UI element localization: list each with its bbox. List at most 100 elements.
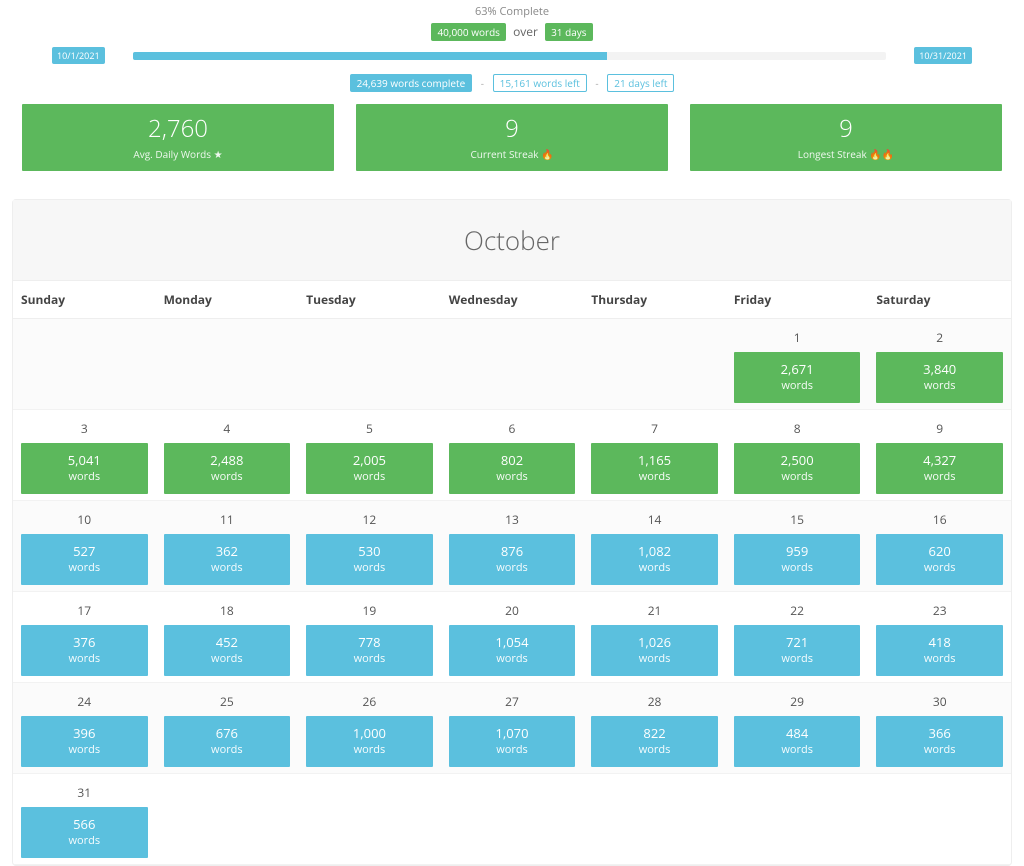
day-wordcount-box[interactable]: 2,671words bbox=[734, 352, 861, 403]
day-wordcount-box[interactable]: 2,500words bbox=[734, 443, 861, 494]
calendar-day-cell[interactable]: 71,165words bbox=[583, 410, 726, 500]
day-number: 14 bbox=[587, 507, 722, 534]
day-wordcount-label: words bbox=[168, 560, 287, 575]
day-wordcount-label: words bbox=[595, 469, 714, 484]
calendar-day-cell[interactable]: 18452words bbox=[156, 592, 299, 682]
calendar-day-cell[interactable] bbox=[156, 319, 299, 409]
calendar-day-cell[interactable] bbox=[13, 319, 156, 409]
day-wordcount-box[interactable]: 721words bbox=[734, 625, 861, 676]
day-wordcount-box[interactable]: 418words bbox=[876, 625, 1003, 676]
calendar-day-cell[interactable]: 12530words bbox=[298, 501, 441, 591]
calendar-day-cell[interactable] bbox=[298, 319, 441, 409]
day-wordcount-box[interactable]: 527words bbox=[21, 534, 148, 585]
calendar-day-cell[interactable] bbox=[298, 774, 441, 864]
day-wordcount-box[interactable]: 1,082words bbox=[591, 534, 718, 585]
day-number: 18 bbox=[160, 598, 295, 625]
day-wordcount-box[interactable]: 676words bbox=[164, 716, 291, 767]
day-wordcount-label: words bbox=[168, 651, 287, 666]
stat-avg-daily-words[interactable]: 2,760 Avg. Daily Words ★ bbox=[22, 104, 334, 171]
calendar-day-cell[interactable]: 82,500words bbox=[726, 410, 869, 500]
day-number: 24 bbox=[17, 689, 152, 716]
calendar-day-cell[interactable]: 94,327words bbox=[868, 410, 1011, 500]
over-text: over bbox=[513, 23, 538, 40]
day-wordcount-box[interactable]: 802words bbox=[449, 443, 576, 494]
calendar-day-cell[interactable]: 15959words bbox=[726, 501, 869, 591]
calendar-day-cell[interactable]: 10527words bbox=[13, 501, 156, 591]
weekday-label: Sunday bbox=[13, 281, 156, 318]
calendar-day-cell[interactable] bbox=[441, 319, 584, 409]
day-wordcount-box[interactable]: 362words bbox=[164, 534, 291, 585]
calendar-day-cell[interactable]: 271,070words bbox=[441, 683, 584, 773]
day-number: 30 bbox=[872, 689, 1007, 716]
calendar-day-cell[interactable]: 17376words bbox=[13, 592, 156, 682]
stat-longest-streak[interactable]: 9 Longest Streak 🔥🔥 bbox=[690, 104, 1002, 171]
calendar-day-cell[interactable]: 22721words bbox=[726, 592, 869, 682]
day-wordcount-box[interactable]: 530words bbox=[306, 534, 433, 585]
day-wordcount-box[interactable]: 396words bbox=[21, 716, 148, 767]
calendar-day-cell[interactable] bbox=[583, 774, 726, 864]
day-wordcount-box[interactable]: 1,165words bbox=[591, 443, 718, 494]
day-wordcount-box[interactable]: 2,005words bbox=[306, 443, 433, 494]
day-wordcount-box[interactable]: 876words bbox=[449, 534, 576, 585]
day-wordcount-box[interactable]: 1,054words bbox=[449, 625, 576, 676]
calendar-day-cell[interactable]: 35,041words bbox=[13, 410, 156, 500]
calendar-week-row: 17376words18452words19778words201,054wor… bbox=[13, 592, 1011, 683]
calendar-day-cell[interactable]: 24396words bbox=[13, 683, 156, 773]
calendar-day-cell[interactable]: 11362words bbox=[156, 501, 299, 591]
calendar-day-cell[interactable]: 19778words bbox=[298, 592, 441, 682]
day-wordcount-box[interactable]: 1,026words bbox=[591, 625, 718, 676]
day-wordcount-box[interactable]: 778words bbox=[306, 625, 433, 676]
calendar-day-cell[interactable]: 28822words bbox=[583, 683, 726, 773]
calendar-day-cell[interactable]: 261,000words bbox=[298, 683, 441, 773]
weekday-label: Wednesday bbox=[441, 281, 584, 318]
calendar-day-cell[interactable]: 30366words bbox=[868, 683, 1011, 773]
day-wordcount-box[interactable]: 4,327words bbox=[876, 443, 1003, 494]
day-wordcount-box[interactable]: 1,000words bbox=[306, 716, 433, 767]
day-wordcount-box[interactable]: 822words bbox=[591, 716, 718, 767]
day-wordcount-box[interactable]: 566words bbox=[21, 807, 148, 858]
day-number: 10 bbox=[17, 507, 152, 534]
day-number: 16 bbox=[872, 507, 1007, 534]
calendar-day-cell[interactable]: 25676words bbox=[156, 683, 299, 773]
day-wordcount-box[interactable]: 2,488words bbox=[164, 443, 291, 494]
calendar-day-cell[interactable] bbox=[868, 774, 1011, 864]
day-number: 13 bbox=[445, 507, 580, 534]
day-wordcount-box[interactable]: 452words bbox=[164, 625, 291, 676]
day-wordcount-label: words bbox=[25, 560, 144, 575]
day-wordcount-box[interactable]: 620words bbox=[876, 534, 1003, 585]
start-date-chip: 10/1/2021 bbox=[52, 47, 105, 64]
day-wordcount-box[interactable]: 366words bbox=[876, 716, 1003, 767]
day-wordcount-box[interactable]: 5,041words bbox=[21, 443, 148, 494]
day-wordcount-box[interactable]: 3,840words bbox=[876, 352, 1003, 403]
calendar-day-cell[interactable]: 16620words bbox=[868, 501, 1011, 591]
stat-current-streak[interactable]: 9 Current Streak 🔥 bbox=[356, 104, 668, 171]
calendar-day-cell[interactable]: 42,488words bbox=[156, 410, 299, 500]
calendar-day-cell[interactable]: 201,054words bbox=[441, 592, 584, 682]
day-wordcount-box[interactable]: 959words bbox=[734, 534, 861, 585]
day-number: 15 bbox=[730, 507, 865, 534]
calendar-weekday-header: SundayMondayTuesdayWednesdayThursdayFrid… bbox=[13, 281, 1011, 319]
calendar-day-cell[interactable]: 13876words bbox=[441, 501, 584, 591]
day-wordcount-box[interactable]: 1,070words bbox=[449, 716, 576, 767]
calendar-day-cell[interactable] bbox=[441, 774, 584, 864]
day-wordcount-box[interactable]: 376words bbox=[21, 625, 148, 676]
weekday-label: Tuesday bbox=[298, 281, 441, 318]
calendar-day-cell[interactable]: 31566words bbox=[13, 774, 156, 864]
calendar-day-cell[interactable] bbox=[726, 774, 869, 864]
progress-bar bbox=[133, 52, 887, 60]
day-wordcount-value: 721 bbox=[738, 633, 857, 651]
calendar-day-cell[interactable] bbox=[156, 774, 299, 864]
calendar-day-cell[interactable] bbox=[583, 319, 726, 409]
calendar-day-cell[interactable]: 23,840words bbox=[868, 319, 1011, 409]
day-wordcount-value: 527 bbox=[25, 542, 144, 560]
calendar-day-cell[interactable]: 52,005words bbox=[298, 410, 441, 500]
calendar-day-cell[interactable]: 6802words bbox=[441, 410, 584, 500]
day-wordcount-box[interactable]: 484words bbox=[734, 716, 861, 767]
calendar-day-cell[interactable]: 23418words bbox=[868, 592, 1011, 682]
calendar-day-cell[interactable]: 211,026words bbox=[583, 592, 726, 682]
day-number: 23 bbox=[872, 598, 1007, 625]
day-wordcount-value: 3,840 bbox=[880, 360, 999, 378]
calendar-day-cell[interactable]: 12,671words bbox=[726, 319, 869, 409]
calendar-day-cell[interactable]: 141,082words bbox=[583, 501, 726, 591]
calendar-day-cell[interactable]: 29484words bbox=[726, 683, 869, 773]
